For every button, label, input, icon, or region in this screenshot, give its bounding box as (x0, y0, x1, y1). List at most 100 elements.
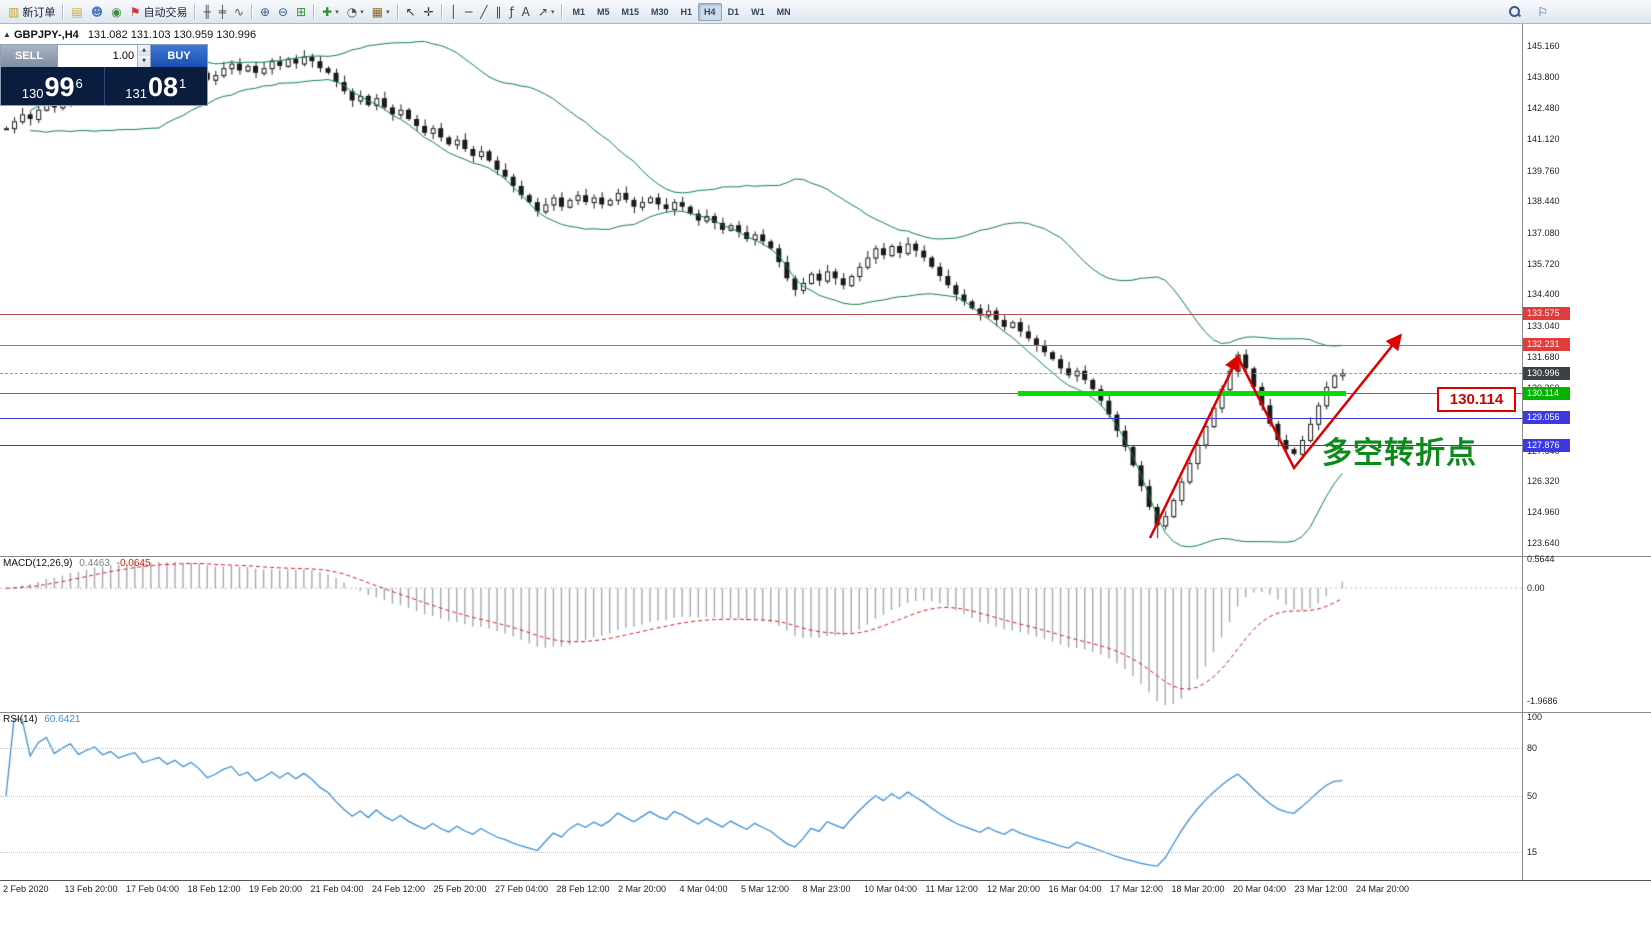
line-chart-icon: ∿ (233, 4, 244, 19)
bar-chart-button[interactable]: ╫ (199, 2, 214, 22)
sell-button[interactable]: SELL (1, 45, 57, 67)
timeframe-button-m30[interactable]: M30 (651, 6, 669, 17)
zoom-out-button[interactable]: ⊖ (274, 2, 292, 22)
timeframe-button-mn[interactable]: MN (776, 6, 791, 17)
dropdown-caret-icon: ▾ (386, 7, 390, 16)
profile-button[interactable]: ☻ (87, 2, 108, 22)
time-axis-label: 2 Feb 2020 (3, 884, 49, 894)
rsi-level-line (0, 748, 1522, 749)
price-axis-label: 139.760 (1527, 165, 1560, 176)
time-axis-label: 12 Mar 20:00 (987, 884, 1041, 894)
fibonacci-icon: ƒ (509, 4, 514, 19)
rsi-value: 60.6421 (44, 714, 81, 725)
price-axis-label: 135.720 (1527, 259, 1560, 269)
search-button[interactable] (1504, 2, 1525, 22)
timeframe-button-h1[interactable]: H1 (680, 6, 693, 17)
resistance-line-1-tag: 133.575 (1523, 307, 1570, 321)
sell-price-pipette: 6 (75, 76, 83, 91)
rsi-scale-label: 50 (1527, 791, 1538, 801)
resistance-line-1[interactable] (0, 313, 1522, 315)
macd-scale-label: 0.5644 (1527, 554, 1555, 564)
templates-button[interactable]: ▦ ▾ (368, 2, 394, 22)
timeframe-button-m15[interactable]: M15 (621, 6, 640, 17)
price-axis-label: 134.400 (1527, 289, 1560, 300)
time-axis-label: 28 Feb 12:00 (556, 884, 610, 894)
macd-scale-label: -1.9686 (1527, 696, 1558, 706)
level-price-label[interactable]: 130.114 (1437, 387, 1516, 412)
autotrading-button[interactable]: ⚑ 自动交易 (126, 2, 192, 22)
vertical-line-button[interactable]: │ (446, 2, 461, 22)
time-axis-label: 10 Mar 04:00 (864, 884, 918, 894)
rsi-title: RSI(14) (3, 714, 38, 725)
turning-point-annotation[interactable]: 多空转折点 (1322, 437, 1477, 470)
text-icon: A (521, 4, 530, 19)
dropdown-caret-icon: ▾ (335, 7, 339, 16)
timeframe-button-h4[interactable]: H4 (698, 2, 722, 21)
buy-price-pipette: 1 (179, 76, 187, 91)
chart-window-icon: ▤ (71, 4, 83, 19)
timeframe-button-w1[interactable]: W1 (751, 6, 765, 17)
community-button[interactable]: ⚐ (1533, 2, 1552, 22)
indicators-icon: ✚ (322, 4, 333, 19)
volume-increase-button[interactable]: ▲ (138, 45, 150, 56)
time-axis-label: 20 Mar 04:00 (1233, 884, 1287, 894)
price-display: 130 99 6 131 08 1 (1, 67, 207, 105)
macd-panel-separator[interactable] (0, 556, 1651, 557)
buy-price[interactable]: 131 08 1 (105, 67, 208, 105)
crosshair-button[interactable]: ✛ (420, 2, 438, 22)
rsi-level-line (0, 852, 1522, 853)
volume-input[interactable] (58, 45, 138, 67)
trendline-button[interactable]: ╱ (476, 2, 491, 22)
price-axis-label: 123.640 (1527, 537, 1560, 548)
rsi-scale-label: 100 (1527, 712, 1543, 722)
time-axis-line (0, 880, 1651, 881)
time-axis-label: 27 Feb 04:00 (495, 884, 549, 894)
arrows-button[interactable]: ↗ ▾ (534, 2, 559, 22)
trendline-icon: ╱ (480, 4, 488, 19)
channel-button[interactable]: ∥ (491, 2, 505, 22)
price-axis-label: 133.040 (1527, 320, 1560, 331)
toolbar-right-group: ⚐ (1504, 2, 1647, 22)
timeframe-button-d1[interactable]: D1 (727, 6, 740, 17)
cursor-button[interactable]: ↖ (402, 2, 420, 22)
buy-button[interactable]: BUY (151, 45, 207, 67)
sell-price[interactable]: 130 99 6 (1, 67, 104, 105)
timeframe-button-m5[interactable]: M5 (596, 6, 610, 17)
rsi-scale-label: 15 (1527, 847, 1538, 857)
volume-decrease-button[interactable]: ▼ (138, 56, 150, 67)
periods-button[interactable]: ◔ ▾ (343, 2, 368, 22)
new-order-icon: ▥ (8, 4, 20, 19)
time-axis-label: 4 Mar 04:00 (679, 884, 728, 894)
zoom-in-button[interactable]: ⊕ (256, 2, 274, 22)
zoom-in-icon: ⊕ (259, 4, 271, 19)
chart-window-button[interactable]: ▤ (67, 2, 86, 22)
toolbar-separator (561, 3, 564, 20)
vertical-line-icon: │ (449, 4, 457, 19)
candlestick-chart-button[interactable]: ╪ (215, 2, 230, 22)
text-button[interactable]: A (518, 2, 534, 22)
line-chart-button[interactable]: ∿ (230, 2, 248, 22)
time-axis-label: 24 Feb 12:00 (372, 884, 426, 894)
support-line-green[interactable] (0, 393, 1522, 395)
time-axis-label: 21 Feb 04:00 (310, 884, 364, 894)
tile-windows-button[interactable]: ⊞ (292, 2, 310, 22)
sell-price-pips: 99 (44, 72, 75, 103)
support-line-blue-2[interactable] (0, 445, 1522, 447)
support-zone-thick-line[interactable] (1018, 391, 1346, 397)
indicators-button[interactable]: ✚ ▾ (318, 2, 343, 22)
time-axis-label: 18 Mar 20:00 (1171, 884, 1225, 894)
rsi-panel-separator[interactable] (0, 712, 1651, 713)
new-order-button[interactable]: ▥ 新订单 (4, 2, 59, 22)
fibonacci-button[interactable]: ƒ (505, 2, 517, 22)
bid-price-line[interactable] (0, 373, 1522, 375)
timeframe-button-m1[interactable]: M1 (572, 6, 585, 17)
support-line-blue-1[interactable] (0, 417, 1522, 419)
chart-title: GBPJPY-,H4 131.082 131.103 130.959 130.9… (14, 29, 256, 41)
time-axis-label: 17 Feb 04:00 (126, 884, 180, 894)
market-watch-button[interactable]: ◉ (107, 2, 125, 22)
price-axis-label: 131.680 (1527, 352, 1560, 363)
resistance-line-2[interactable] (0, 344, 1522, 346)
horizontal-line-button[interactable]: ─ (461, 2, 476, 22)
